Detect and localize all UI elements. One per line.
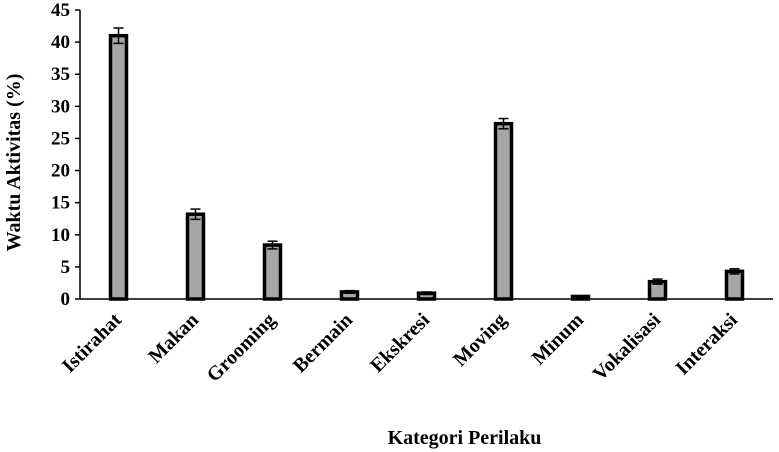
y-axis-title: Waktu Aktivitas (%) <box>3 74 25 252</box>
y-tick-label: 10 <box>51 225 70 246</box>
y-tick-label: 20 <box>51 161 70 182</box>
error-bar-makan <box>190 208 201 221</box>
error-bar-istirahat <box>113 27 124 45</box>
y-axis-ticks: 0 5 10 15 20 25 30 35 40 45 <box>51 0 80 310</box>
y-tick-label: 35 <box>51 64 70 85</box>
y-tick-label: 30 <box>51 96 70 117</box>
error-bar-minum <box>575 295 586 298</box>
y-tick-label: 40 <box>51 32 70 53</box>
x-tick-label: Grooming <box>203 309 280 386</box>
y-tick-label: 15 <box>51 193 70 214</box>
bar-grooming <box>262 243 283 301</box>
x-tick-label: Moving <box>449 309 511 371</box>
x-axis-title: Kategori Perilaku <box>388 427 542 449</box>
bars <box>108 33 745 301</box>
bar-istirahat <box>108 33 129 301</box>
bar-moving <box>493 121 514 301</box>
error-bar-moving <box>498 117 509 130</box>
error-bars <box>113 27 740 298</box>
y-tick-label: 5 <box>61 257 71 278</box>
error-bar-ekskresi <box>421 291 432 296</box>
x-tick-label: Minum <box>528 309 589 370</box>
y-tick-label: 45 <box>51 0 70 21</box>
x-tick-label: Vokalisasi <box>589 309 666 386</box>
y-tick-label: 0 <box>61 289 71 310</box>
error-bar-bermain <box>344 289 355 294</box>
bar-interaksi <box>724 269 745 301</box>
error-bar-grooming <box>267 240 278 250</box>
error-bar-vokalisasi <box>652 278 663 285</box>
x-tick-label: Bermain <box>289 309 357 377</box>
bar-makan <box>185 212 206 301</box>
x-tick-label: Ekskresi <box>366 309 434 377</box>
x-tick-label: Makan <box>144 309 203 368</box>
x-tick-label: Istirahat <box>58 309 126 377</box>
x-axis-labels: Istirahat Makan Grooming Bermain Ekskresi Mov… <box>58 309 743 387</box>
y-tick-label: 25 <box>51 128 70 149</box>
error-bar-interaksi <box>729 268 740 275</box>
x-tick-label: Interaksi <box>671 309 742 380</box>
